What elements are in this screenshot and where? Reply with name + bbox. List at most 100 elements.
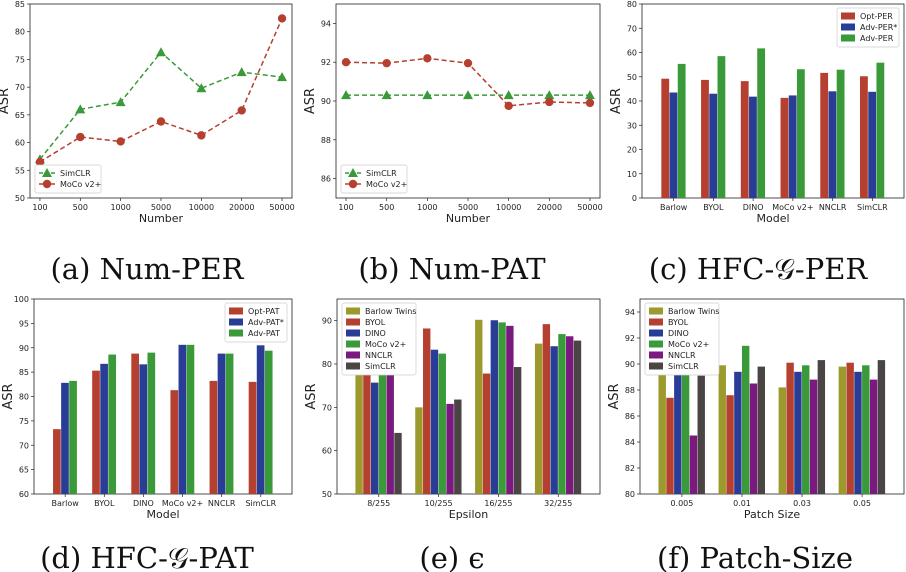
y-tick-label: 100 [14, 295, 29, 304]
legend-marker [348, 168, 358, 177]
bar [778, 387, 787, 494]
bar [740, 81, 749, 198]
legend-swatch [841, 12, 855, 20]
chart-panel-5: 50 60 70 80 90 ASR 8/255 10/255 16/255 32/255 Epsi… [304, 298, 601, 572]
bar [370, 382, 379, 494]
y-tick-label: 65 [19, 466, 29, 475]
legend-label: Opt-PER [860, 12, 893, 21]
y-tick-label: 85 [15, 0, 25, 9]
x-tick-label: BYOL [703, 203, 724, 212]
bar [264, 350, 273, 494]
data-point [382, 58, 391, 68]
y-tick-label: 60 [19, 490, 29, 499]
x-tick-label: 0.05 [853, 499, 871, 508]
y-tick-label: 70 [322, 403, 332, 412]
y-tick-label: 90 [19, 344, 29, 353]
y-tick-label: 40 [627, 97, 637, 106]
legend-label: Adv-PER [860, 34, 894, 43]
bar [430, 349, 439, 494]
x-axis-label: Number [139, 212, 184, 225]
y-tick-label: 80 [627, 0, 637, 9]
data-point [35, 157, 45, 167]
y-tick-label: 90 [322, 317, 332, 326]
y-tick-label: 94 [321, 19, 331, 28]
legend-label: DINO [668, 329, 689, 338]
bar [788, 95, 797, 198]
bar [454, 399, 462, 494]
bar [558, 334, 566, 494]
bar [92, 370, 100, 494]
bar [749, 383, 758, 494]
legend-marker [42, 168, 52, 177]
legend-box [34, 164, 102, 194]
bar [802, 365, 810, 494]
data-point [381, 90, 392, 100]
legend-swatch [649, 351, 663, 359]
x-tick-label: 100 [32, 203, 47, 212]
bar [666, 397, 674, 494]
bar [877, 360, 886, 494]
data-point [237, 106, 246, 115]
legend-swatch [346, 307, 360, 315]
y-tick-label: 65 [15, 111, 25, 120]
bar [854, 371, 862, 494]
x-tick-label: 1000 [417, 203, 437, 212]
bar [846, 362, 854, 494]
y-tick-label: 80 [625, 490, 635, 499]
bar [794, 371, 802, 494]
bar [475, 319, 483, 494]
y-tick-label: 82 [625, 464, 635, 473]
bar [170, 390, 179, 494]
chart-panel-4: 60 65 70 75 80 85 90 95 100 ASR Barlow BYOL DINO MoCo… [1, 295, 293, 572]
legend-label: SimCLR [365, 362, 396, 371]
bar [363, 329, 371, 494]
data-point [277, 72, 288, 82]
bar [828, 91, 837, 198]
x-axis-label: Number [446, 212, 491, 225]
x-tick-label: Barlow [660, 203, 688, 212]
data-point [545, 97, 554, 107]
x-tick-label: 100 [338, 203, 353, 212]
data-point [463, 90, 473, 100]
bar [838, 366, 847, 494]
legend-label: Opt-PAT [248, 307, 280, 316]
x-tick-label: 16/255 [484, 499, 512, 508]
legend-swatch [841, 34, 855, 42]
bar [550, 346, 558, 494]
y-tick-label: 90 [321, 97, 331, 106]
legend-marker [348, 179, 358, 189]
bar [669, 92, 678, 198]
x-tick-label: 0.005 [670, 499, 693, 508]
x-axis-label: Model [756, 212, 789, 225]
y-tick-label: 50 [15, 194, 25, 203]
x-tick-label: SimCLR [245, 499, 276, 508]
data-point [116, 137, 125, 146]
data-point [75, 104, 86, 114]
legend-swatch [649, 329, 663, 337]
bar [709, 93, 718, 198]
data-point [115, 97, 126, 107]
bar [820, 72, 829, 198]
y-tick-label: 85 [19, 368, 29, 377]
bar [757, 48, 766, 198]
data-point [76, 132, 85, 142]
x-tick-label: 500 [379, 203, 394, 212]
bar [513, 367, 522, 494]
y-tick-label: 84 [625, 438, 635, 447]
y-tick-label: 80 [322, 360, 332, 369]
y-tick-label: 20 [627, 146, 637, 155]
bar [726, 395, 734, 494]
legend-label: MoCo v2+ [365, 340, 406, 349]
y-tick-label: 60 [15, 139, 25, 148]
x-tick-label: NNCLR [819, 203, 847, 212]
bar [217, 353, 226, 494]
bar [225, 353, 234, 494]
data-point [156, 47, 166, 57]
bar [658, 369, 666, 494]
bar [780, 97, 789, 198]
y-tick-label: 30 [627, 121, 637, 130]
bar [534, 343, 543, 494]
bar [394, 432, 402, 494]
x-tick-label: MoCo v2+ [772, 203, 813, 212]
